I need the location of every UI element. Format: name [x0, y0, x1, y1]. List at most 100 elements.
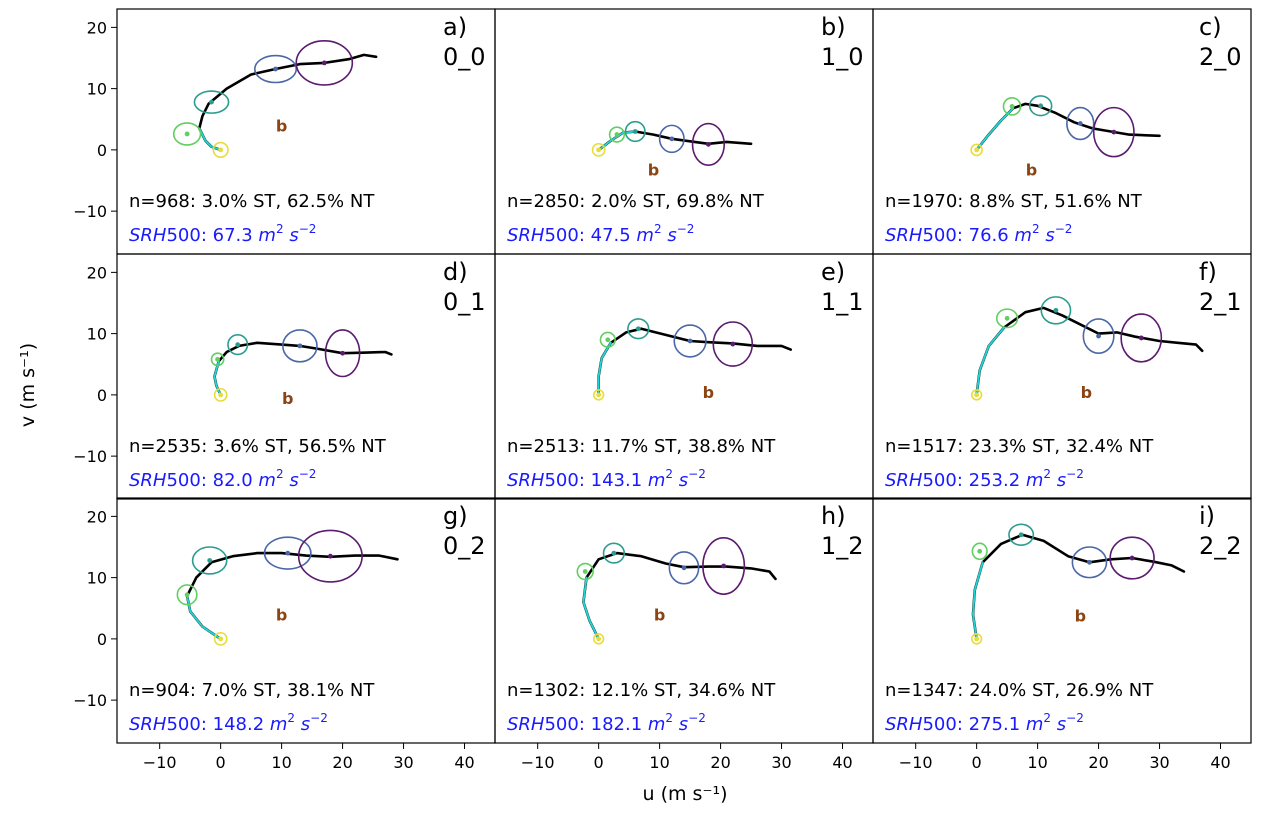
- mean-point: [705, 141, 711, 147]
- lowlevel-segment: [971, 561, 984, 640]
- panel-letter: b): [821, 13, 846, 41]
- uncertainty-ellipse: [658, 124, 685, 154]
- bunkers-label: b: [1081, 383, 1092, 402]
- x-tick-label: 30: [393, 753, 413, 772]
- uncertainty-ellipse: [1040, 296, 1072, 325]
- uncertainty-ellipse: [263, 536, 312, 570]
- mean-point: [340, 350, 345, 356]
- mean-point: [669, 136, 675, 142]
- panel-2_2: b i)2_2 n=1347: 24.0% ST, 26.9% NT SRH500: …: [872, 497, 1252, 744]
- panel-letter: e): [821, 258, 845, 286]
- panel-letter: d): [443, 258, 468, 286]
- y-axis-label: v (m s⁻¹): [17, 343, 39, 427]
- stats-text: n=904: 7.0% ST, 38.1% NT: [129, 680, 375, 701]
- stats-text: n=1970: 8.8% ST, 51.6% NT: [885, 191, 1143, 212]
- uncertainty-ellipse: [1071, 546, 1108, 579]
- x-tick-label: 10: [649, 753, 669, 772]
- mean-point: [681, 565, 687, 571]
- x-tick-label: 40: [1210, 753, 1230, 772]
- uncertainty-ellipse: [591, 142, 606, 157]
- srh-text: SRH500: 275.1 m2 s−2: [885, 711, 1084, 735]
- lowlevel-segment: [975, 326, 1006, 396]
- uncertainty-ellipse: [193, 90, 230, 114]
- srh-text: SRH500: 253.2 m2 s−2: [885, 467, 1084, 491]
- mean-point: [1077, 121, 1083, 126]
- stats-text: n=1517: 23.3% ST, 32.4% NT: [885, 436, 1154, 457]
- mean-point: [605, 337, 611, 343]
- mean-point: [974, 636, 980, 642]
- y-tick-label: 10: [87, 80, 107, 99]
- x-tick-label: 10: [271, 753, 291, 772]
- uncertainty-ellipse: [1066, 106, 1095, 141]
- cluster-id: 2_0: [1199, 43, 1242, 71]
- mean-point: [321, 60, 327, 66]
- panel-letter: h): [821, 502, 846, 530]
- y-tick-label: −10: [73, 447, 107, 466]
- mean-point: [218, 392, 224, 398]
- uncertainty-ellipse: [971, 542, 988, 561]
- panel-frame: [872, 8, 1252, 255]
- uncertainty-ellipse: [608, 126, 626, 143]
- mean-point: [297, 343, 303, 349]
- mean-point: [596, 392, 602, 398]
- uncertainty-ellipse: [212, 141, 229, 159]
- srh-text: SRH500: 82.0 m2 s−2: [129, 467, 316, 491]
- uncertainty-ellipse: [970, 143, 983, 157]
- stats-text: n=2535: 3.6% ST, 56.5% NT: [129, 436, 387, 457]
- stats-text: n=2513: 11.7% ST, 38.8% NT: [507, 436, 776, 457]
- uncertainty-ellipse: [970, 633, 983, 645]
- hodograph-line: [597, 327, 792, 397]
- bunkers-label: b: [276, 605, 287, 624]
- x-tick-label: 20: [710, 753, 730, 772]
- uncertainty-ellipse: [995, 308, 1019, 329]
- uncertainty-ellipse: [176, 584, 198, 606]
- x-tick-label: 0: [216, 753, 226, 772]
- x-tick-label: 0: [972, 753, 982, 772]
- mean-point: [596, 147, 602, 153]
- srh-text: SRH500: 47.5 m2 s−2: [507, 222, 694, 246]
- mean-point: [1004, 315, 1010, 321]
- srh-text: SRH500: 67.3 m2 s−2: [129, 222, 316, 246]
- uncertainty-ellipse: [592, 389, 605, 401]
- panel-frame: [116, 253, 496, 500]
- x-tick-label: 30: [771, 753, 791, 772]
- mean-point: [635, 326, 641, 332]
- panel-1_2: b h)1_2 n=1302: 12.1% ST, 34.6% NT SRH500: …: [494, 497, 874, 744]
- mean-point: [1009, 103, 1015, 109]
- mean-point: [611, 550, 617, 556]
- mean-point: [327, 553, 333, 559]
- panel-frame: [494, 8, 874, 255]
- cluster-id: 0_2: [443, 532, 486, 560]
- lowlevel-segment: [186, 595, 222, 640]
- srh-text: SRH500: 182.1 m2 s−2: [507, 711, 706, 735]
- x-tick-label: 20: [1088, 753, 1108, 772]
- panel-frame: [872, 253, 1252, 500]
- uncertainty-ellipse: [295, 40, 354, 86]
- lowlevel-segment: [582, 576, 600, 640]
- panel-0_2: b g)0_2 n=904: 7.0% ST, 38.1% NT SRH500: 14…: [116, 497, 496, 744]
- stats-text: n=968: 3.0% ST, 62.5% NT: [129, 191, 375, 212]
- uncertainty-ellipse: [213, 387, 228, 402]
- mean-point: [596, 636, 602, 642]
- mean-point: [974, 147, 980, 153]
- stats-text: n=2850: 2.0% ST, 69.8% NT: [507, 191, 765, 212]
- uncertainty-ellipse: [599, 331, 616, 348]
- x-tick-label: 0: [594, 753, 604, 772]
- uncertainty-ellipse: [172, 122, 202, 146]
- uncertainty-ellipse: [602, 542, 626, 564]
- y-tick-label: 0: [97, 630, 107, 649]
- mean-point: [209, 99, 214, 105]
- y-tick-label: 10: [87, 569, 107, 588]
- uncertainty-ellipse: [970, 389, 983, 401]
- mean-point: [235, 342, 241, 348]
- bunkers-label: b: [1026, 160, 1037, 179]
- stats-text: n=1302: 12.1% ST, 34.6% NT: [507, 680, 776, 701]
- hodograph-line: [213, 341, 393, 397]
- x-axis-label: u (m s⁻¹): [643, 783, 728, 805]
- uncertainty-ellipse: [1002, 97, 1022, 116]
- mean-point: [1018, 532, 1024, 538]
- mean-point: [218, 636, 224, 642]
- panel-frame: [494, 497, 874, 744]
- x-tick-label: 10: [1027, 753, 1047, 772]
- mean-point: [687, 338, 693, 344]
